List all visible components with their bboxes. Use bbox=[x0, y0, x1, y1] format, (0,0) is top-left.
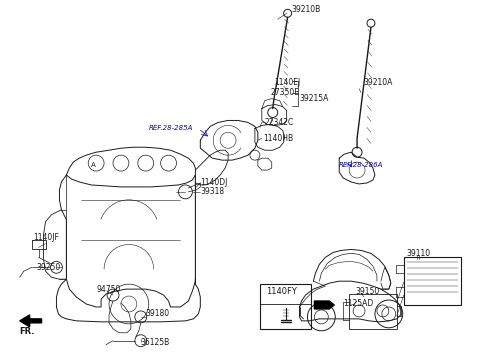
Text: REF.28-286A: REF.28-286A bbox=[339, 162, 384, 168]
Text: 39210A: 39210A bbox=[363, 78, 393, 87]
Text: 1140HB: 1140HB bbox=[263, 134, 293, 143]
Text: 1140FY: 1140FY bbox=[266, 287, 297, 296]
Bar bbox=[404, 257, 461, 305]
Text: 39318: 39318 bbox=[200, 187, 225, 196]
Text: A: A bbox=[91, 162, 96, 168]
Text: 36125B: 36125B bbox=[141, 338, 170, 347]
Text: FR.: FR. bbox=[20, 327, 35, 336]
Text: 39210B: 39210B bbox=[291, 5, 321, 14]
Text: 39150: 39150 bbox=[355, 287, 379, 296]
Text: 94750: 94750 bbox=[96, 285, 120, 293]
Bar bbox=[349, 294, 397, 329]
Text: REF.28-285A: REF.28-285A bbox=[149, 125, 193, 131]
Text: 39180: 39180 bbox=[146, 309, 170, 318]
Polygon shape bbox=[20, 315, 42, 327]
Bar bbox=[260, 284, 312, 329]
Polygon shape bbox=[314, 301, 334, 309]
Text: 1140EJ: 1140EJ bbox=[274, 78, 300, 87]
Text: 39250: 39250 bbox=[36, 263, 61, 272]
Text: 1140DJ: 1140DJ bbox=[200, 178, 228, 188]
Text: 1140JF: 1140JF bbox=[34, 233, 60, 242]
Text: 1125AD: 1125AD bbox=[343, 298, 373, 308]
Text: 22342C: 22342C bbox=[265, 118, 294, 127]
Text: 27350E: 27350E bbox=[271, 88, 300, 97]
Text: 39215A: 39215A bbox=[300, 94, 329, 103]
Text: 39110: 39110 bbox=[407, 249, 431, 258]
